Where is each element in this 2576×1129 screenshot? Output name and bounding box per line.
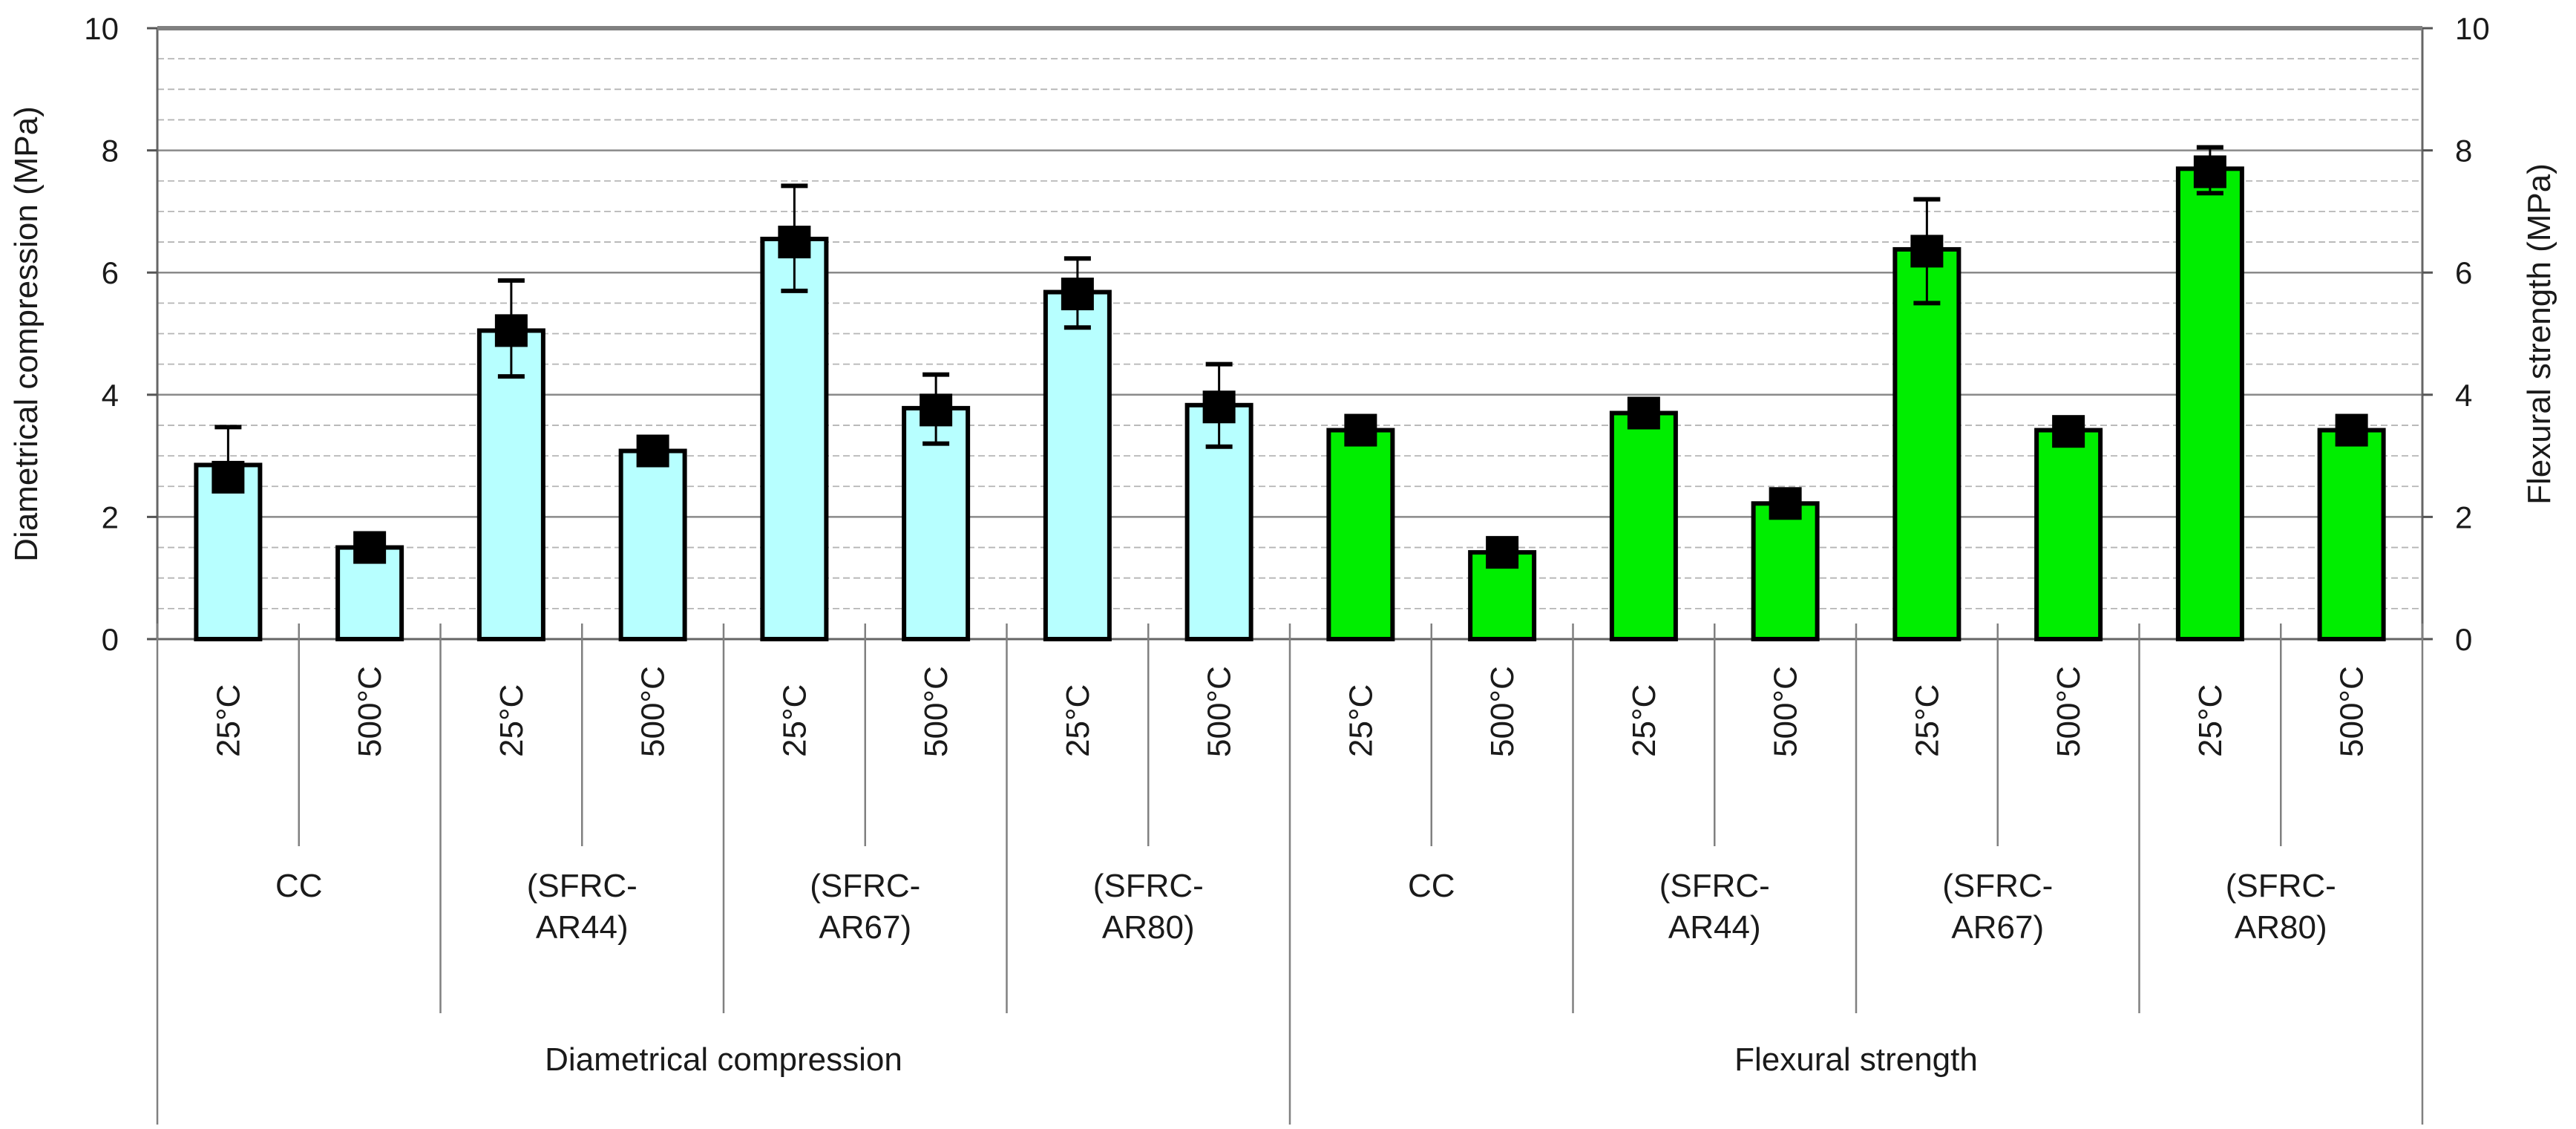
bar [1326, 428, 1395, 641]
x-temperature-label: 500°C [1202, 666, 1238, 757]
bar [1751, 501, 1820, 641]
mean-marker [2335, 413, 2368, 447]
mean-marker [1344, 413, 1377, 447]
x-mix-label: CC [1408, 868, 1455, 904]
y-tick-label-right: 10 [2455, 11, 2490, 46]
bar [2175, 166, 2244, 642]
x-temperature-label: 25°C [494, 684, 530, 757]
mean-marker [778, 226, 811, 259]
mean-marker [353, 531, 387, 564]
mean-marker [1202, 390, 1236, 424]
x-temperature-label: 500°C [635, 666, 672, 757]
y-tick-label-right: 0 [2455, 622, 2472, 657]
bars [194, 145, 2386, 642]
bar [618, 448, 687, 641]
y-axis-right-label: Flexural strength (MPa) [2521, 163, 2557, 505]
y-tick-label-right: 6 [2455, 255, 2472, 290]
mean-marker [212, 460, 245, 494]
mean-marker [494, 314, 528, 347]
bar [902, 405, 971, 641]
x-temperature-label: 25°C [210, 684, 246, 757]
x-temperature-label: 500°C [1484, 666, 1521, 757]
y-tick-label-left: 2 [102, 500, 119, 534]
mean-marker [636, 434, 669, 468]
x-temperature-label: 25°C [776, 684, 813, 757]
y-tick-label-left: 10 [84, 11, 119, 46]
y-tick-label-right: 8 [2455, 134, 2472, 168]
x-temperature-label: 500°C [2334, 666, 2370, 757]
y-tick-label-right: 4 [2455, 378, 2472, 413]
x-mix-label: (SFRC-AR44) [1659, 868, 1770, 946]
mean-marker [1486, 536, 1519, 569]
y-tick-label-right: 2 [2455, 500, 2472, 534]
mean-marker [1061, 278, 1094, 311]
x-temperature-label: 25°C [1060, 684, 1096, 757]
y-axis-left-ticks: 0 2 4 6 8 10 [84, 11, 157, 657]
mean-marker [920, 393, 953, 427]
y-axis-right-ticks: 0 2 4 6 8 10 [2422, 11, 2490, 657]
x-temperature-label: 25°C [1343, 684, 1379, 757]
mean-marker [1627, 396, 1660, 430]
x-temperature-label: 500°C [2051, 666, 2087, 757]
x-group-label: Flexural strength [1734, 1041, 1978, 1078]
y-tick-label-left: 8 [102, 134, 119, 168]
bar [1043, 289, 1112, 641]
x-axis-categories: 25°C 500°C 25°C 500°C 25°C 500°C 25°C 500°C 25°C… [156, 624, 2424, 1125]
x-mix-label: (SFRC-AR67) [1942, 868, 2053, 946]
x-temperature-label: 25°C [2192, 684, 2229, 757]
y-axis-left-label: Diametrical compression (MPa) [8, 106, 45, 562]
x-temperature-label: 25°C [1909, 684, 1945, 757]
x-mix-label: (SFRC-AR44) [527, 868, 638, 946]
x-mix-label: CC [275, 868, 323, 904]
x-temperature-label: 500°C [1768, 666, 1804, 757]
bar [2317, 428, 2386, 641]
mean-marker [2052, 415, 2085, 448]
mean-marker [1769, 487, 1802, 520]
x-mix-label: (SFRC-AR80) [1093, 868, 1204, 946]
bar [1892, 246, 1962, 641]
x-mix-label: (SFRC-AR67) [810, 868, 920, 946]
bar [2034, 428, 2103, 641]
y-tick-label-left: 6 [102, 255, 119, 290]
y-tick-label-left: 4 [102, 378, 119, 413]
bar [1609, 410, 1678, 641]
mean-marker [1910, 235, 1944, 268]
y-tick-label-left: 0 [102, 622, 119, 657]
x-mix-label: (SFRC-AR80) [2226, 868, 2336, 946]
x-temperature-label: 25°C [1626, 684, 1662, 757]
x-temperature-label: 500°C [352, 666, 388, 757]
x-temperature-label: 500°C [918, 666, 954, 757]
x-group-label: Diametrical compression [545, 1041, 902, 1078]
bar [760, 236, 829, 641]
mean-marker [2193, 155, 2226, 189]
